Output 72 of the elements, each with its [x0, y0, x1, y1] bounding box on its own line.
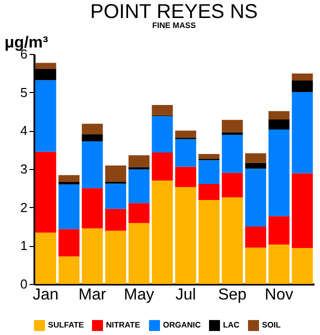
y-tick-label: 1 — [20, 238, 28, 254]
bar — [105, 208, 126, 231]
y-tick-label: 3 — [20, 162, 28, 176]
bar — [82, 141, 103, 188]
bar — [268, 130, 290, 216]
bar — [105, 166, 126, 182]
bar — [268, 111, 290, 120]
bar — [292, 80, 313, 92]
bar — [268, 244, 290, 284]
bar — [58, 229, 80, 256]
bar — [58, 175, 80, 182]
bar — [222, 134, 243, 173]
bar — [35, 232, 56, 284]
bar — [82, 124, 103, 134]
bar — [198, 160, 220, 184]
chart-title: POINT REYES NS — [90, 1, 258, 23]
y-tick-label: 5 — [20, 84, 28, 100]
bar — [35, 62, 56, 69]
bar — [245, 168, 266, 226]
bar — [268, 216, 290, 245]
x-tick-label: Nov — [264, 286, 294, 304]
bar — [222, 197, 243, 284]
bar — [82, 228, 103, 284]
bar — [292, 74, 313, 80]
x-tick-label: Sep — [218, 286, 247, 304]
bar — [35, 152, 56, 233]
legend-label: SOIL — [262, 320, 281, 330]
legend-label: ORGANIC — [163, 320, 201, 330]
bar — [152, 116, 173, 153]
y-tick-label: 4 — [20, 123, 28, 138]
bar — [152, 104, 173, 116]
bar — [222, 172, 243, 198]
bar — [245, 162, 266, 169]
y-tick-label: 2 — [20, 200, 28, 215]
bar — [82, 134, 103, 142]
legend-label: LAC — [223, 320, 240, 330]
bar — [245, 226, 266, 248]
bar — [128, 169, 150, 204]
bar — [152, 180, 173, 284]
bar — [175, 139, 196, 167]
x-tick-label: Mar — [78, 286, 107, 304]
bar — [175, 130, 196, 138]
bar — [128, 203, 150, 224]
bar — [292, 248, 313, 284]
bar — [292, 92, 313, 174]
bar — [198, 154, 220, 160]
x-tick-label: May — [124, 286, 154, 304]
bar — [128, 155, 150, 168]
legend-label: SULFATE — [48, 320, 85, 330]
chart-subtitle: FINE MASS — [152, 21, 196, 30]
bar — [58, 256, 80, 284]
bar — [292, 173, 313, 248]
bar — [128, 223, 150, 284]
bar — [245, 153, 266, 163]
bar — [175, 166, 196, 188]
bar — [152, 152, 173, 180]
bar — [105, 184, 126, 209]
bar — [198, 200, 220, 284]
x-tick-label: Jan — [32, 286, 59, 304]
legend-label: NITRATE — [106, 320, 141, 330]
bar — [222, 132, 243, 135]
x-tick-label: Jul — [175, 286, 196, 304]
bar — [82, 188, 103, 228]
y-tick-label: 0 — [20, 276, 28, 292]
bar — [175, 187, 196, 284]
bar — [245, 248, 266, 284]
bar — [105, 230, 126, 284]
bar — [198, 184, 220, 200]
bar — [58, 184, 80, 230]
bar — [222, 120, 243, 132]
bar — [35, 80, 56, 152]
bar — [268, 120, 290, 130]
